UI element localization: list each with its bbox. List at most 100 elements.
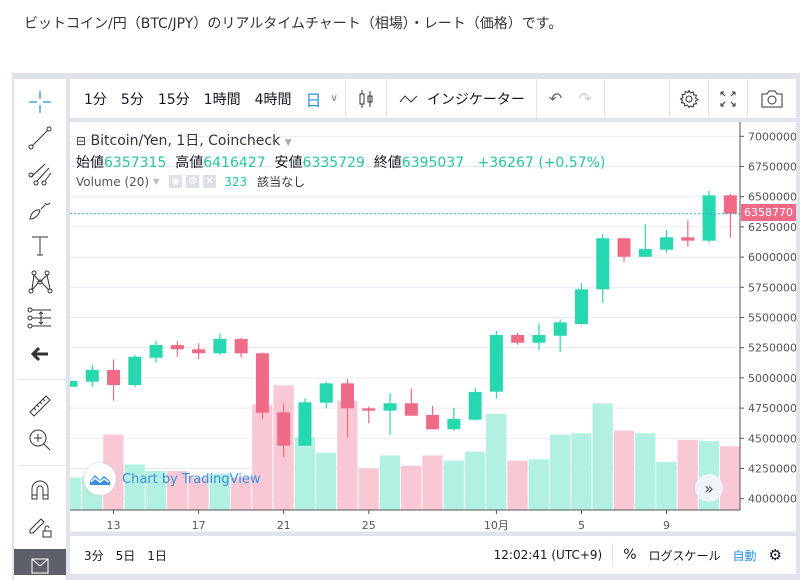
interval-15m[interactable]: 15分 [157,91,190,108]
candle-body [255,353,269,413]
interval-1h[interactable]: 1時間 [203,91,241,108]
volume-value: 323 [224,174,248,189]
auto-scale-toggle[interactable]: 自動 [732,548,757,563]
volume-bar [379,455,401,510]
tradingview-logo-icon [84,463,116,495]
interval-4h[interactable]: 4時間 [254,91,292,108]
tradingview-watermark[interactable]: Chart by TradingView [84,463,260,495]
candle-body [553,322,567,336]
hide-toolbar-arrow-icon[interactable] [14,337,66,371]
candle-body [170,345,184,350]
volume-bar [613,430,635,510]
candle-body [362,408,376,411]
candle-body [638,249,652,257]
gear-icon[interactable]: ⚙ [186,175,200,188]
volume-label: Volume (20) [76,174,150,189]
y-tick-label: 6000000 [748,251,796,264]
lock-drawings-icon[interactable] [14,509,66,543]
volume-bar [167,471,188,510]
text-tool-icon[interactable] [14,229,66,263]
bottom-toolbar: 3分 5日 1日 12:02:41 (UTC+9) % ログスケール 自動 ⚙ [70,536,796,574]
volume-bar [486,413,507,510]
x-tick-label: 17 [192,519,206,532]
trend-line-icon[interactable] [14,121,66,155]
x-tick-label: 21 [277,519,291,532]
volume-bar [294,437,315,510]
prediction-icon[interactable] [14,301,66,335]
close-icon[interactable]: ✕ [203,175,217,188]
x-tick-label: 13 [107,519,121,532]
pattern-icon[interactable] [14,265,66,299]
candle-body [128,356,142,386]
percent-scale-toggle[interactable]: % [623,547,637,563]
candle-body [213,339,227,354]
interval-5m[interactable]: 5分 [120,91,144,108]
volume-status: 該当なし [257,175,306,189]
y-tick-label: 6500000 [748,191,796,204]
log-scale-toggle[interactable]: ログスケール [648,548,721,563]
y-tick-label: 4000000 [748,493,796,506]
settings-gear-icon[interactable] [670,79,708,118]
interval-dropdown-chevron-icon[interactable]: ∨ [330,93,338,104]
snapshot-camera-icon[interactable] [748,79,796,118]
volume-bar [443,460,464,510]
eye-icon[interactable]: ◉ [169,175,183,188]
y-tick-label: 5750000 [748,281,796,294]
magnet-icon[interactable] [14,473,66,507]
candle-style-icon[interactable] [346,79,386,118]
fib-pitchfork-icon[interactable] [14,157,66,191]
volume-bar [337,400,358,510]
redo-icon[interactable]: ↷ [578,89,592,108]
ruler-icon[interactable] [14,389,66,423]
scroll-to-realtime-icon[interactable]: » [695,474,723,502]
fullscreen-icon[interactable] [709,79,747,118]
candle-body [149,345,163,358]
drawing-toolbar [14,79,66,580]
candle-body [107,369,121,386]
volume-bar [549,434,571,510]
range-5d[interactable]: 5日 [115,548,136,563]
volume-bar [656,461,677,510]
volume-legend: Volume (20) ▼ ◉ ⚙ ✕ 323 該当なし [76,173,305,190]
candle-body [532,335,546,343]
zoom-in-icon[interactable] [14,423,66,457]
crosshair-icon[interactable] [14,85,66,119]
range-3m[interactable]: 3分 [84,548,104,563]
toolbar-divider [535,79,537,118]
indicators-button[interactable]: インジケーター [387,79,532,118]
scale-settings-gear-icon[interactable]: ⚙ [768,546,782,564]
toolbar-divider [669,79,670,118]
toolbar-divider [612,543,614,567]
undo-icon[interactable]: ↶ [548,89,563,108]
volume-bar [358,468,379,510]
chart-pane[interactable]: 4000000 4250000 4500000 4750000 5000000 52500… [60,122,797,533]
x-tick-label: 9 [663,519,670,532]
brush-icon[interactable] [14,193,66,227]
volume-bar [720,446,741,510]
candle-body [468,392,482,420]
y-tick-label: 6750000 [748,160,796,173]
candle-body [574,289,588,325]
y-tick-label: 4750000 [748,402,796,415]
toolbar-divider [747,79,748,118]
candle-body [404,403,418,416]
range-1d[interactable]: 1日 [147,548,167,563]
volume-bar [188,477,209,510]
candle-body [85,369,99,382]
toolbar-divider [344,79,346,118]
candle-body [383,403,397,411]
volume-bar [634,433,656,510]
volume-menu-chevron-icon[interactable]: ▼ [153,177,160,186]
candle-body [489,335,503,392]
price-chart[interactable]: 4000000 4250000 4500000 4750000 5000000 52500… [60,122,797,533]
hide-drawings-icon[interactable] [14,549,66,575]
interval-1m[interactable]: 1分 [84,91,107,108]
volume-bar [571,433,592,510]
candle-body [596,238,610,290]
interval-1d[interactable]: 日 [305,90,322,110]
volume-bar [507,460,528,510]
clock: 12:02:41 (UTC+9) [493,548,603,562]
toolbar-divider [18,379,66,380]
volume-bar [528,459,549,510]
y-tick-label: 6250000 [748,221,796,234]
